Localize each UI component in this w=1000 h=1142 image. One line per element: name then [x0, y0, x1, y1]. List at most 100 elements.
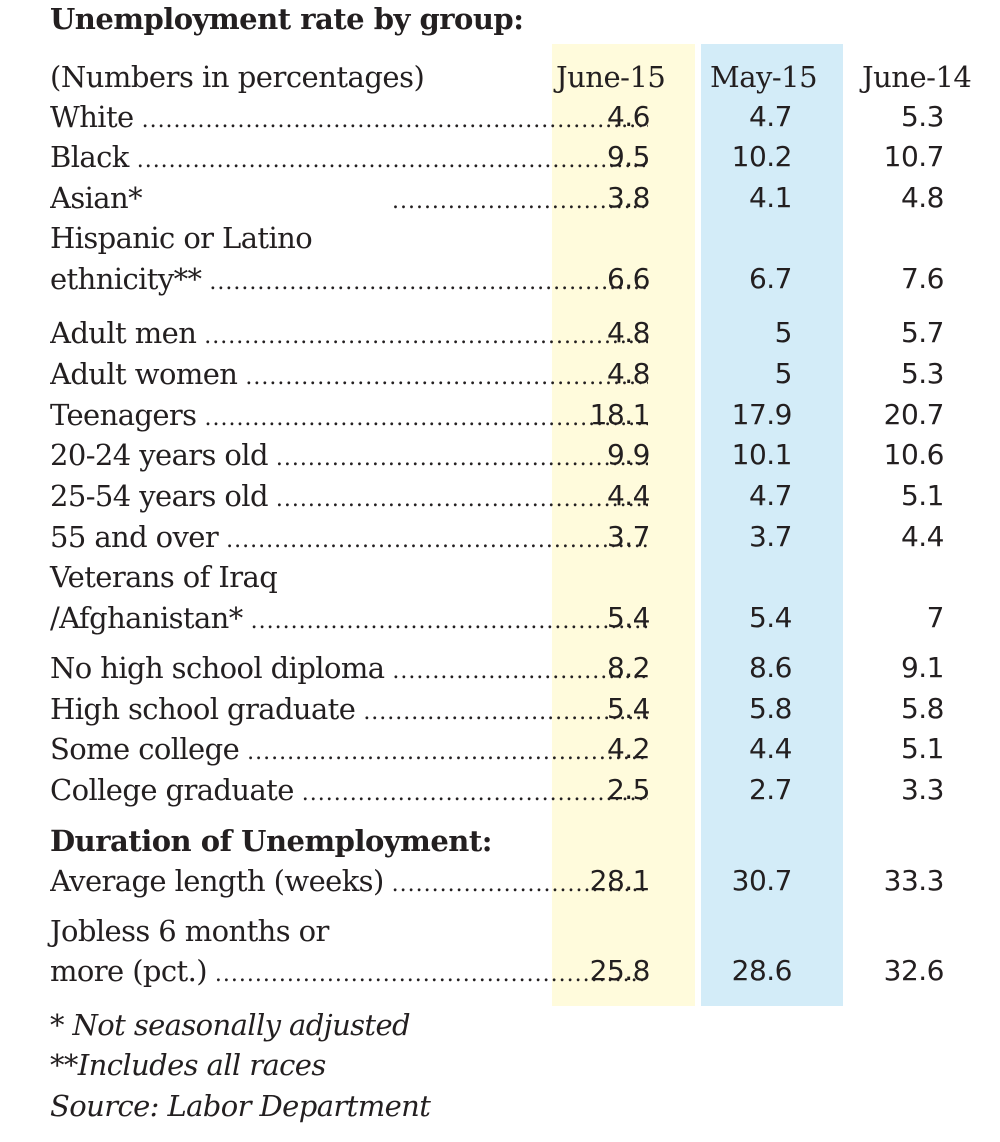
row-label-with-leader: Teenagers [50, 395, 648, 435]
row-label-with-leader: White [50, 97, 648, 137]
value-june-15: 5.4 [606, 601, 651, 634]
value-june-15: 5.4 [606, 692, 651, 725]
value-june-15: 2.5 [606, 773, 651, 806]
column-header-june-14: June-14 [862, 60, 972, 94]
value-may-15: 10.2 [731, 140, 793, 173]
row-label: High school graduate [50, 692, 356, 726]
value-june-15: 4.6 [606, 100, 651, 133]
table-row: Average length (weeks) 28.1 30.7 33.3 [50, 861, 1000, 901]
may-15-column-highlight [701, 44, 843, 1006]
value-may-15: 4.7 [748, 479, 793, 512]
row-label: Adult men [50, 316, 197, 350]
table-row: 20-24 years old 9.9 10.1 10.6 [50, 435, 1000, 475]
table-row: Some college 4.2 4.4 5.1 [50, 729, 1000, 769]
value-june-15: 4.8 [606, 316, 651, 349]
value-may-15: 6.7 [748, 262, 793, 295]
value-may-15: 5.8 [748, 692, 793, 725]
value-june-14: 4.8 [900, 181, 945, 214]
value-june-15: 9.9 [606, 438, 651, 471]
value-may-15: 5 [774, 316, 793, 349]
duration-section-heading: Duration of Unemployment: [50, 821, 1000, 861]
value-june-14: 20.7 [883, 398, 945, 431]
value-june-14: 5.1 [900, 732, 945, 765]
row-label-with-leader: College graduate [50, 770, 648, 810]
table-row-label-line1: Jobless 6 months or [50, 911, 1000, 951]
row-label-with-leader: High school graduate [50, 689, 648, 729]
row-label-with-leader: Adult women [50, 354, 648, 394]
value-may-15: 4.7 [748, 100, 793, 133]
value-may-15: 5 [774, 357, 793, 390]
table-row: Teenagers 18.1 17.9 20.7 [50, 395, 1000, 435]
row-label-with-leader: /Afghanistan* [50, 598, 648, 638]
units-note: (Numbers in percentages) [50, 60, 425, 94]
value-june-14: 5.3 [900, 357, 945, 390]
value-june-14: 9.1 [900, 651, 945, 684]
table-header-row: (Numbers in percentages) June-15 May-15 … [50, 57, 1000, 97]
row-label-with-leader: more (pct.) [50, 951, 648, 991]
table-row: High school graduate 5.4 5.8 5.8 [50, 689, 1000, 729]
value-june-15: 3.8 [606, 181, 651, 214]
row-label: Teenagers [50, 398, 197, 432]
column-header-june-15: June-15 [556, 60, 666, 94]
value-may-15: 30.7 [731, 864, 793, 897]
table-row-label-line1: Veterans of Iraq [50, 557, 1000, 597]
row-label: Jobless 6 months or [50, 914, 329, 948]
table-row-label-line1: Hispanic or Latino [50, 218, 1000, 258]
row-label-with-leader: 25-54 years old [50, 476, 648, 516]
value-june-15: 4.2 [606, 732, 651, 765]
table-row: 55 and over 3.7 3.7 4.4 [50, 517, 1000, 557]
table-row: 25-54 years old 4.4 4.7 5.1 [50, 476, 1000, 516]
row-label: Average length (weeks) [50, 864, 384, 898]
row-label-with-leader: 55 and over [50, 517, 648, 557]
value-june-15: 25.8 [589, 954, 651, 987]
value-june-15: 3.7 [606, 520, 651, 553]
value-june-15: 4.4 [606, 479, 651, 512]
table-row: White 4.6 4.7 5.3 [50, 97, 1000, 137]
row-label: White [50, 100, 134, 134]
row-label: College graduate [50, 773, 294, 807]
row-label-with-leader: Asian* [50, 178, 648, 218]
value-june-14: 5.3 [900, 100, 945, 133]
value-june-14: 5.7 [900, 316, 945, 349]
value-may-15: 3.7 [748, 520, 793, 553]
row-label-with-leader: 20-24 years old [50, 435, 648, 475]
value-june-15: 4.8 [606, 357, 651, 390]
value-june-14: 4.4 [900, 520, 945, 553]
value-june-15: 18.1 [589, 398, 651, 431]
footnote-not-seasonally-adjusted: * Not seasonally adjusted [50, 1008, 411, 1042]
table-row: No high school diploma 8.2 8.6 9.1 [50, 648, 1000, 688]
table-row: Black 9.5 10.2 10.7 [50, 137, 1000, 177]
value-june-15: 9.5 [606, 140, 651, 173]
value-may-15: 10.1 [731, 438, 793, 471]
row-label-with-leader: ethnicity** [50, 259, 648, 299]
value-june-14: 7 [926, 601, 945, 634]
row-label-with-leader: Adult men [50, 313, 648, 353]
value-june-14: 32.6 [883, 954, 945, 987]
table-row: ethnicity** 6.6 6.7 7.6 [50, 259, 1000, 299]
value-may-15: 28.6 [731, 954, 793, 987]
row-label-with-leader: Black [50, 137, 648, 177]
column-header-may-15: May-15 [710, 60, 818, 94]
value-june-14: 5.8 [900, 692, 945, 725]
table-row: Adult men 4.8 5 5.7 [50, 313, 1000, 353]
row-label: Black [50, 140, 129, 174]
value-may-15: 4.1 [748, 181, 793, 214]
value-may-15: 8.6 [748, 651, 793, 684]
row-label: 25-54 years old [50, 479, 269, 513]
table-row: Adult women 4.8 5 5.3 [50, 354, 1000, 394]
table-row: more (pct.) 25.8 28.6 32.6 [50, 951, 1000, 991]
row-label: 20-24 years old [50, 438, 269, 472]
value-may-15: 17.9 [731, 398, 793, 431]
footnote-includes-all-races: **Includes all races [50, 1048, 326, 1082]
footnote-source: Source: Labor Department [50, 1089, 431, 1123]
value-june-14: 10.7 [883, 140, 945, 173]
row-label-with-leader: Some college [50, 729, 648, 769]
value-may-15: 2.7 [748, 773, 793, 806]
value-june-14: 7.6 [900, 262, 945, 295]
table-row: College graduate 2.5 2.7 3.3 [50, 770, 1000, 810]
table-row: /Afghanistan* 5.4 5.4 7 [50, 598, 1000, 638]
value-may-15: 4.4 [748, 732, 793, 765]
row-label-with-leader: Average length (weeks) [50, 861, 648, 901]
row-label: Adult women [50, 357, 238, 391]
value-june-14: 33.3 [883, 864, 945, 897]
